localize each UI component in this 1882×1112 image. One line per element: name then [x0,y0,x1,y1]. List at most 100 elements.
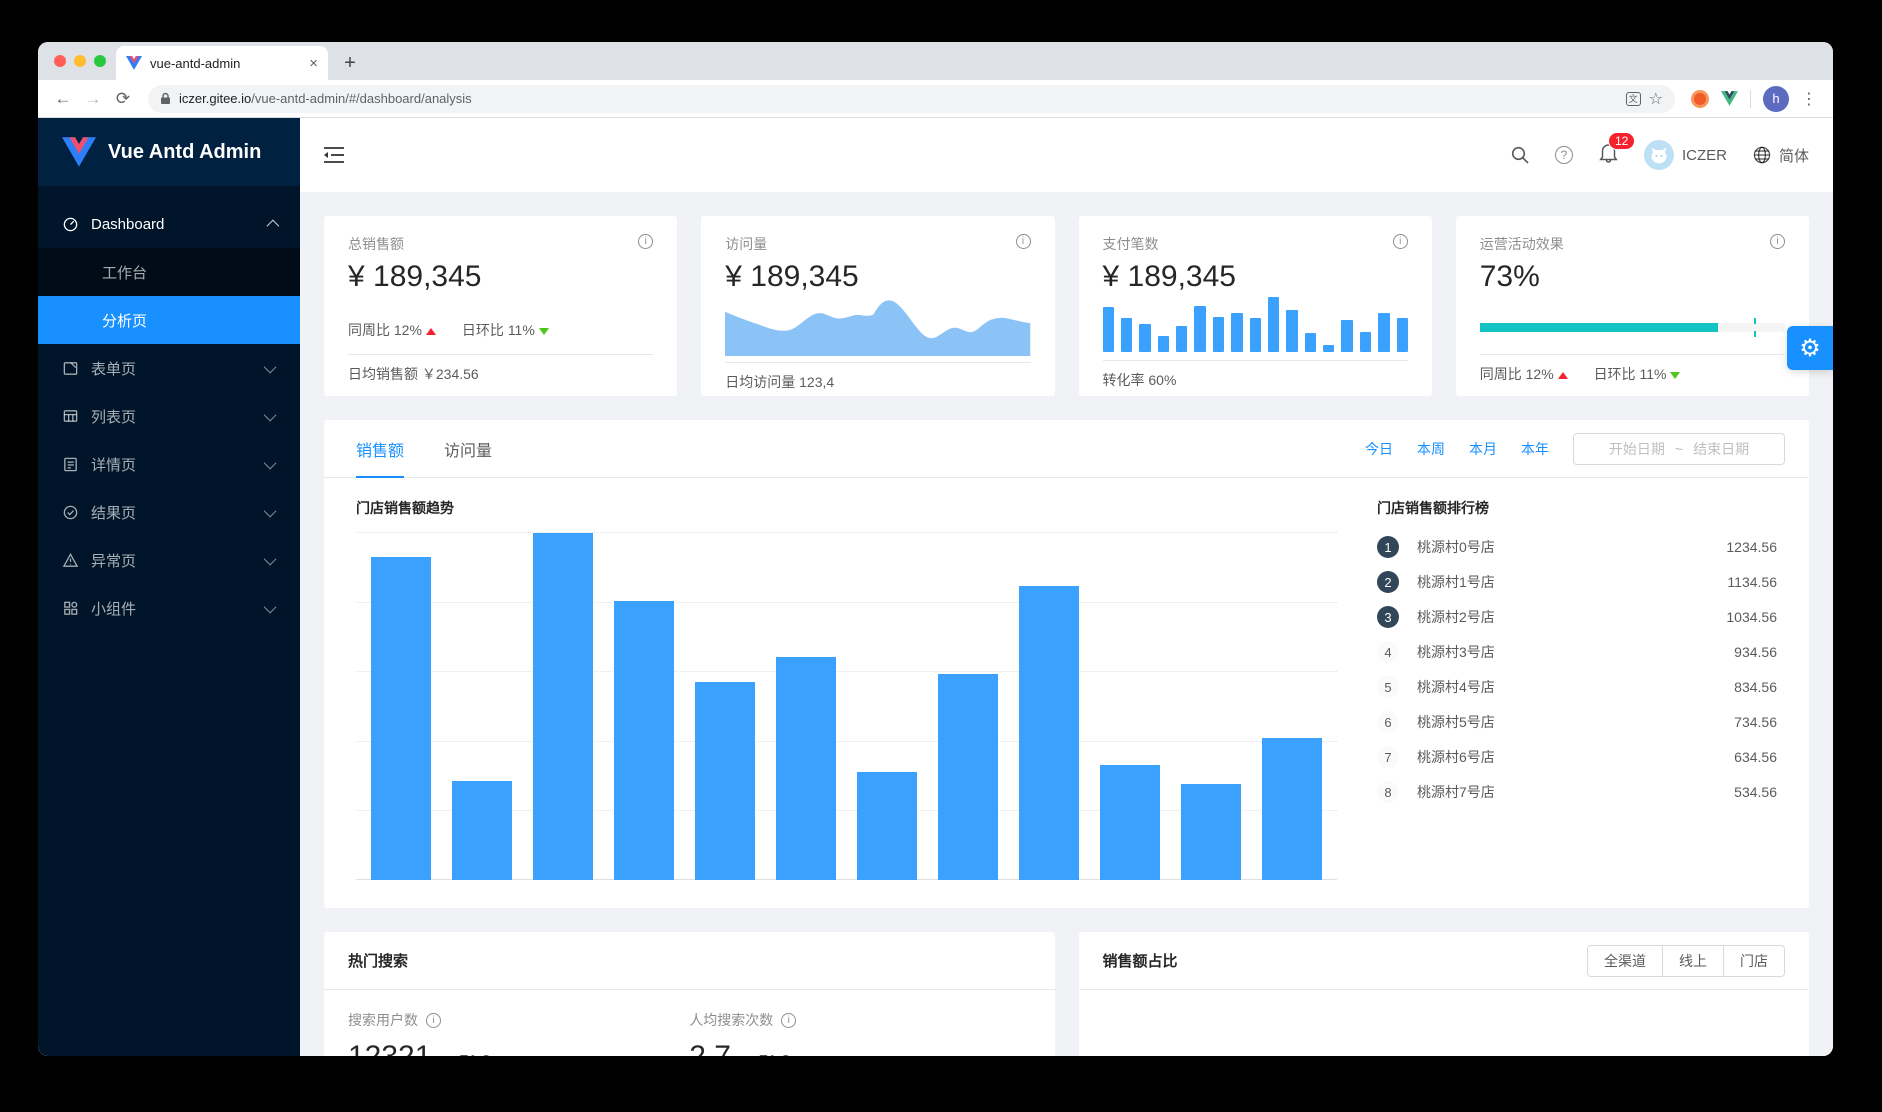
mini-bar [1120,318,1133,352]
search-icon[interactable] [1511,146,1529,164]
bookmark-star-icon[interactable]: ☆ [1648,90,1663,108]
sidebar-item-analysis[interactable]: 分析页 [38,296,300,344]
trend-indicators: 同周比 12% 日环比 11% [348,320,549,340]
trend-bar [532,532,593,880]
trend-bar [1019,585,1080,880]
submenu-dashboard: 工作台分析页 [38,248,300,344]
mini-bar [1139,324,1151,352]
help-icon[interactable]: ? [1554,146,1573,164]
trend-bar [775,656,836,880]
store-sales-bar-chart [356,532,1337,880]
app-root: Vue Antd Admin Dashboard 工作台 分析页 表单页 列表页 详情页结… [38,118,1833,1056]
stat-cards-row: 总销售额 i ¥ 189,345 同周比 12% 日环比 11% 日均销售额 ￥2… [324,216,1809,396]
date-range-picker[interactable]: 开始日期 ~ 结束日期 [1573,432,1785,465]
extension-icon[interactable] [1691,89,1709,108]
info-icon[interactable]: i [1392,234,1408,249]
trend-tab-访问量[interactable]: 访问量 [444,442,493,460]
trend-bar [938,673,999,880]
translate-icon[interactable]: 文 [1625,91,1641,106]
mini-bar [1286,310,1298,352]
forward-button[interactable]: → [84,88,102,108]
rank-badge: 2 [1377,571,1399,593]
progress-bar [1479,318,1785,337]
time-filter-本周[interactable]: 本周 [1417,440,1445,457]
mini-bar [1378,312,1390,352]
chevron-down-icon [263,552,277,565]
vue-logo-icon [62,137,96,167]
trend-tabbar: 销售额 访问量 今日 本周 本月 本年 开始日期 ~ 结束日期 [324,420,1809,478]
sidebar-item-detail[interactable]: 详情页 [38,440,300,488]
dashboard-icon [62,216,79,233]
time-filter-本月[interactable]: 本月 [1469,440,1497,457]
channel-button-线上[interactable]: 线上 [1662,944,1724,977]
ranking-list: 1 桃源村0号店 1234.56 2 桃源村1号店 1134.56 3 桃源村2号店 1034.… [1377,536,1777,803]
vue-devtools-icon[interactable] [1721,91,1738,106]
sidebar-item-list[interactable]: 列表页 [38,392,300,440]
tab-close-icon[interactable]: × [309,54,318,72]
trend-bar [370,556,431,880]
back-button[interactable]: ← [54,88,72,108]
user-menu[interactable]: ICZER [1643,140,1727,170]
ranking-item: 5 桃源村4号店 834.56 [1377,676,1777,698]
channel-button-门店[interactable]: 门店 [1723,944,1785,977]
zoom-window-button[interactable] [94,55,106,67]
stat-title: 总销售额 [348,236,404,252]
logo-text: Vue Antd Admin [108,140,262,163]
mini-area-chart [725,300,1031,356]
notifications[interactable]: 12 [1599,133,1635,167]
info-icon[interactable]: i [1015,234,1031,249]
channel-button-全渠道[interactable]: 全渠道 [1587,944,1663,977]
new-tab-button[interactable]: + [344,51,356,74]
close-window-button[interactable] [54,55,66,67]
app-header: ? 12 ICZER 简体 [300,118,1833,192]
profile-icon [62,456,79,473]
mini-bar-chart [1102,294,1408,352]
app-logo[interactable]: Vue Antd Admin [38,118,300,186]
sidebar-item-exception[interactable]: 异常页 [38,536,300,584]
rank-badge: 5 [1377,676,1399,698]
rank-store-name: 桃源村7号店 [1417,784,1495,800]
info-icon[interactable]: i [781,1012,797,1028]
ranking-item: 4 桃源村3号店 934.56 [1377,641,1777,663]
url-bar[interactable]: iczer.gitee.io/vue-antd-admin/#/dashboar… [148,84,1675,113]
locale-switcher[interactable]: 简体 [1753,145,1809,166]
ranking-panel: 门店销售额排行榜 1 桃源村0号店 1234.56 2 桃源村1号店 1134.56 3 桃源… [1377,498,1777,880]
card-title: 热门搜索 [348,953,409,970]
info-icon[interactable]: i [638,234,654,249]
info-icon[interactable]: i [1770,234,1785,249]
rank-store-name: 桃源村5号店 [1417,714,1495,730]
rank-store-value: 534.56 [1734,784,1777,800]
reload-button[interactable]: ⟳ [115,88,131,108]
stat-card-operations: 运营活动效果 i 73% 同周比 12% 日环比 11% [1455,216,1809,396]
ranking-item: 6 桃源村5号店 734.56 [1377,711,1777,733]
info-icon[interactable]: i [426,1012,441,1028]
time-filter-今日[interactable]: 今日 [1365,440,1393,457]
mini-bar [1231,312,1243,352]
rank-store-value: 834.56 [1734,679,1777,695]
sidebar-item-form[interactable]: 表单页 [38,344,300,392]
table-icon [62,408,79,425]
sidebar-item-workspace[interactable]: 工作台 [102,264,148,282]
stat-value: ¥ 189,345 [725,260,859,293]
stat-title: 访问量 [725,236,768,252]
rank-store-value: 1134.56 [1727,574,1777,590]
main-area: ? 12 ICZER 简体 [300,118,1833,1056]
browser-menu-icon[interactable]: ⋮ [1801,90,1817,108]
mini-bar [1304,332,1316,352]
sidebar-item-dashboard[interactable]: Dashboard [38,200,300,248]
sidebar-item-widget[interactable]: 小组件 [38,584,300,632]
minimize-window-button[interactable] [74,55,86,67]
trend-bar [613,600,674,880]
sidebar-item-result[interactable]: 结果页 [38,488,300,536]
trend-tab-销售额[interactable]: 销售额 [356,420,405,478]
date-start-placeholder: 开始日期 [1608,440,1665,457]
browser-tabstrip: vue-antd-admin × + [38,42,1833,80]
channel-button-group: 全渠道 线上 门店 [1587,944,1785,977]
stat-footer: 日均访问量 123,4 [725,362,1031,404]
time-filter-本年[interactable]: 本年 [1521,440,1549,457]
menu-fold-icon[interactable] [324,146,344,164]
browser-profile-avatar[interactable]: h [1763,85,1789,112]
settings-gear-button[interactable]: ⚙ [1787,326,1833,370]
browser-tab[interactable]: vue-antd-admin × [116,46,328,80]
